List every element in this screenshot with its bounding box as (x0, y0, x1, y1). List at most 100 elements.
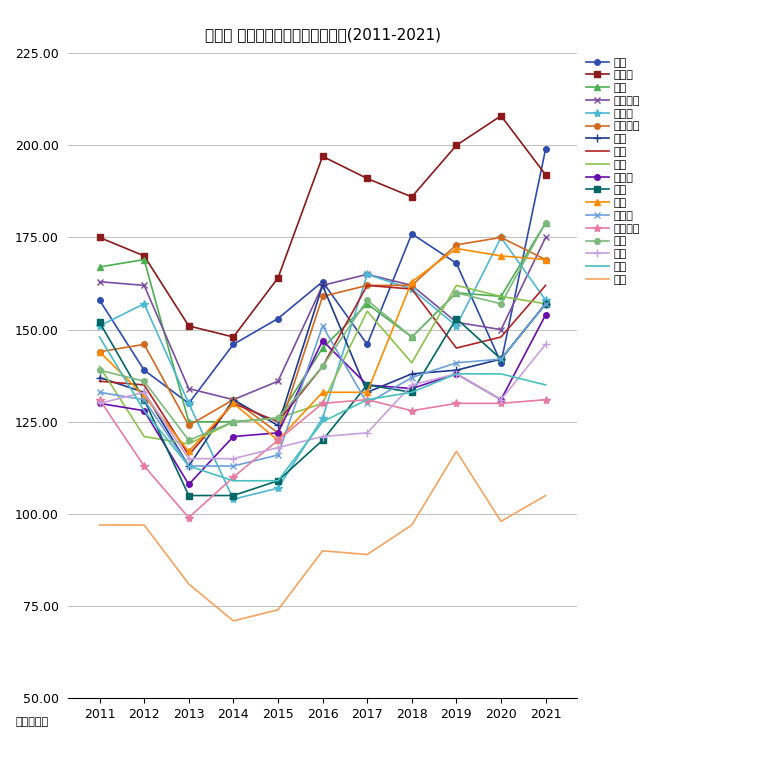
立石 (184, 461, 194, 471)
金町 (318, 344, 327, 353)
宝町 (95, 318, 104, 327)
東四つ木 (228, 473, 238, 482)
東立石 (496, 354, 505, 364)
東金町 (318, 414, 327, 423)
東新小岩 (496, 325, 505, 334)
立石 (273, 421, 282, 430)
西新小岩 (273, 428, 282, 437)
水元 (408, 521, 417, 530)
奥戸 (318, 432, 327, 441)
四つ木 (140, 406, 149, 415)
西新小岩 (496, 233, 505, 242)
西新小岩 (541, 255, 550, 264)
Line: 亀有: 亀有 (96, 146, 549, 406)
柴又 (408, 388, 417, 397)
金町 (496, 292, 505, 301)
高砂 (184, 439, 194, 449)
Line: 新小岩: 新小岩 (96, 113, 549, 340)
白鳥 (452, 244, 461, 253)
高砂 (363, 307, 372, 316)
東新小岩 (273, 376, 282, 386)
東四つ木 (140, 461, 149, 471)
東立石 (95, 388, 104, 397)
東立石 (140, 395, 149, 405)
青戸 (273, 414, 282, 423)
堀切 (496, 332, 505, 342)
Line: 東金町: 東金町 (96, 233, 550, 503)
Line: 柴又: 柴又 (99, 337, 546, 480)
水元 (184, 579, 194, 588)
東新小岩 (408, 281, 417, 290)
奥戸 (140, 388, 149, 397)
四つ木 (452, 370, 461, 379)
東立石 (541, 299, 550, 308)
青戸 (541, 218, 550, 227)
東金町 (228, 495, 238, 504)
立石 (318, 281, 327, 290)
四つ木 (496, 395, 505, 405)
水元 (496, 517, 505, 526)
宝町 (273, 476, 282, 485)
東四つ木 (408, 406, 417, 415)
堀切 (541, 281, 550, 290)
金町 (184, 417, 194, 427)
堀切 (95, 376, 104, 386)
亀有 (273, 314, 282, 323)
立石 (228, 395, 238, 405)
立石 (363, 388, 372, 397)
東新小岩 (95, 277, 104, 286)
西新小岩 (363, 281, 372, 290)
新小岩 (408, 192, 417, 201)
堀切 (318, 362, 327, 371)
白鳥 (541, 255, 550, 264)
白鳥 (228, 398, 238, 408)
Line: 東四つ木: 東四つ木 (96, 395, 550, 521)
柴又 (184, 461, 194, 471)
青戸 (184, 436, 194, 445)
青戸 (228, 417, 238, 427)
東金町 (95, 321, 104, 330)
新小岩 (496, 112, 505, 121)
立石 (408, 370, 417, 379)
新小岩 (318, 152, 327, 161)
Line: 立石: 立石 (96, 282, 550, 470)
白鳥 (273, 436, 282, 445)
高砂 (318, 398, 327, 408)
東新小岩 (228, 395, 238, 405)
青戸 (95, 366, 104, 375)
Line: 四つ木: 四つ木 (96, 312, 549, 487)
西新小岩 (452, 241, 461, 250)
立石 (95, 373, 104, 382)
亀有 (452, 259, 461, 268)
青戸 (318, 362, 327, 371)
青戸 (452, 288, 461, 298)
宝町 (184, 491, 194, 500)
奥戸 (228, 454, 238, 463)
堀切 (363, 281, 372, 290)
宝町 (140, 395, 149, 405)
東新小岩 (363, 269, 372, 279)
四つ木 (408, 384, 417, 393)
白鳥 (184, 447, 194, 456)
水元 (452, 447, 461, 456)
Line: 青戸: 青戸 (96, 220, 549, 443)
水元 (140, 521, 149, 530)
宝町 (228, 491, 238, 500)
奥戸 (95, 398, 104, 408)
東立石 (363, 398, 372, 408)
宝町 (408, 388, 417, 397)
西新小岩 (408, 281, 417, 290)
宝町 (541, 299, 550, 308)
高砂 (273, 414, 282, 423)
亀有 (363, 340, 372, 349)
東四つ木 (541, 395, 550, 405)
金町 (541, 218, 550, 227)
Line: 堀切: 堀切 (99, 285, 546, 455)
東金町 (140, 299, 149, 308)
Line: 白鳥: 白鳥 (96, 245, 549, 455)
宝町 (452, 314, 461, 323)
白鳥 (140, 392, 149, 401)
柴又 (273, 476, 282, 485)
立石 (541, 299, 550, 308)
四つ木 (541, 310, 550, 320)
